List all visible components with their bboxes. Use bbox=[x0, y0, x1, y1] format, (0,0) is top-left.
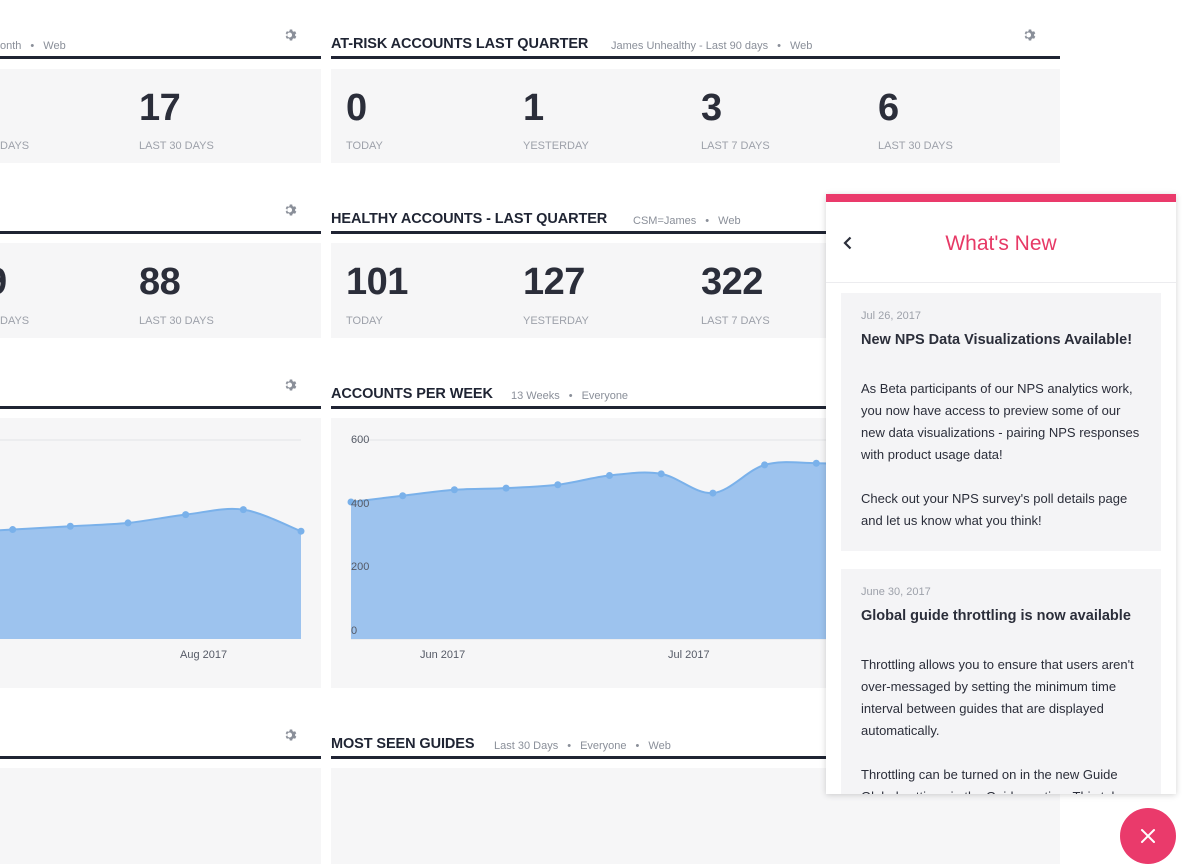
area-fill bbox=[351, 462, 868, 639]
widget-header bbox=[0, 195, 321, 234]
data-point bbox=[502, 484, 510, 492]
widget-meta: James Unhealthy - Last 90 days • Web bbox=[611, 40, 813, 52]
whats-new-panel: What's New Jul 26, 2017 New NPS Data Vis… bbox=[826, 194, 1176, 794]
left-widget-bottom bbox=[0, 720, 321, 864]
data-point bbox=[9, 526, 17, 534]
widget-header: onth • Web bbox=[0, 20, 321, 59]
news-title: Global guide throttling is now available bbox=[861, 608, 1131, 624]
stat-value: 101 bbox=[346, 261, 408, 303]
data-point bbox=[761, 461, 769, 469]
data-point bbox=[554, 481, 562, 489]
stat-value: 17 bbox=[139, 87, 181, 129]
widget-header bbox=[0, 720, 321, 759]
widget-header: MOST SEEN GUIDES Last 30 Days • Everyone • W… bbox=[331, 720, 1060, 759]
news-date: June 30, 2017 bbox=[861, 586, 931, 598]
data-point bbox=[297, 527, 305, 535]
stat-label: DAYS bbox=[0, 315, 30, 327]
gear-icon[interactable] bbox=[284, 28, 298, 42]
stat-value: 9 bbox=[0, 261, 7, 304]
widget-body bbox=[0, 768, 321, 864]
stat-value: 6 bbox=[878, 87, 899, 129]
stat-label: TODAY bbox=[346, 315, 383, 327]
widget-title: ACCOUNTS PER WEEK bbox=[331, 386, 493, 402]
widget-title: MOST SEEN GUIDES bbox=[331, 736, 475, 752]
stat-value: 88 bbox=[139, 261, 181, 303]
stat-label: TODAY bbox=[346, 140, 383, 152]
widget-body: 9 DAYS 88 LAST 30 DAYS bbox=[0, 243, 321, 338]
data-point bbox=[450, 486, 458, 494]
widget-header bbox=[0, 370, 321, 409]
widget-body: DAYS 17 LAST 30 DAYS bbox=[0, 69, 321, 163]
stat-value: 1 bbox=[523, 87, 544, 129]
data-point bbox=[66, 522, 74, 530]
close-button[interactable] bbox=[1120, 808, 1176, 864]
widget-body: Aug 2017 bbox=[0, 418, 321, 688]
stat-label: DAYS bbox=[0, 140, 30, 152]
widget-meta: onth • Web bbox=[0, 40, 66, 52]
data-point bbox=[182, 511, 190, 519]
data-point bbox=[347, 498, 355, 506]
at-risk-widget: AT-RISK ACCOUNTS LAST QUARTER James Unhe… bbox=[331, 20, 1060, 163]
widget-title: HEALTHY ACCOUNTS - LAST QUARTER bbox=[331, 211, 608, 227]
panel-header: What's New bbox=[826, 202, 1176, 283]
stat-label: LAST 30 DAYS bbox=[139, 140, 214, 152]
chevron-left-icon[interactable] bbox=[840, 235, 856, 251]
y-tick-label: 400 bbox=[351, 498, 370, 510]
news-card[interactable]: June 30, 2017 Global guide throttling is… bbox=[841, 569, 1161, 794]
y-tick-label: 200 bbox=[351, 561, 370, 573]
stat-value: 322 bbox=[701, 261, 763, 303]
y-tick-label: 600 bbox=[351, 434, 370, 446]
gear-icon[interactable] bbox=[1023, 28, 1037, 42]
news-body: Throttling allows you to ensure that use… bbox=[861, 654, 1146, 794]
stat-value: 3 bbox=[701, 87, 722, 129]
data-point bbox=[399, 492, 407, 500]
news-paragraph: Check out your NPS survey's poll details… bbox=[861, 491, 1128, 528]
widget-meta: 13 Weeks • Everyone bbox=[511, 390, 629, 402]
y-tick-label: 0 bbox=[351, 625, 358, 637]
close-icon bbox=[1141, 829, 1155, 843]
gear-icon[interactable] bbox=[284, 378, 298, 392]
stat-label: YESTERDAY bbox=[523, 140, 589, 152]
news-paragraph: Throttling allows you to ensure that use… bbox=[861, 657, 1134, 738]
x-axis-label: Aug 2017 bbox=[180, 649, 228, 661]
gear-icon[interactable] bbox=[284, 203, 298, 217]
left-widget-mid: 9 DAYS 88 LAST 30 DAYS bbox=[0, 195, 321, 338]
news-title: New NPS Data Visualizations Available! bbox=[861, 332, 1133, 348]
news-paragraph: As Beta participants of our NPS analytic… bbox=[861, 381, 1140, 462]
news-paragraph: Throttling can be turned on in the new G… bbox=[861, 767, 1132, 794]
widget-title: AT-RISK ACCOUNTS LAST QUARTER bbox=[331, 36, 589, 52]
news-card[interactable]: Jul 26, 2017 New NPS Data Visualizations… bbox=[841, 293, 1161, 551]
left-widget-chart: Aug 2017 bbox=[0, 370, 321, 688]
stat-label: YESTERDAY bbox=[523, 315, 589, 327]
data-point bbox=[709, 489, 717, 497]
area-fill bbox=[0, 508, 301, 639]
left-widget-top: onth • Web DAYS 17 LAST 30 DAYS bbox=[0, 20, 321, 163]
stat-label: LAST 30 DAYS bbox=[139, 315, 214, 327]
widget-meta: CSM=James • Web bbox=[633, 215, 741, 227]
stat-value: 127 bbox=[523, 261, 585, 303]
widget-header: AT-RISK ACCOUNTS LAST QUARTER James Unhe… bbox=[331, 20, 1060, 59]
stat-label: LAST 7 DAYS bbox=[701, 315, 770, 327]
x-tick-label: Jul 2017 bbox=[668, 649, 710, 661]
stat-label: LAST 7 DAYS bbox=[701, 140, 770, 152]
panel-accent-bar bbox=[826, 194, 1176, 202]
stat-value: 0 bbox=[346, 87, 367, 129]
widget-body: 0 TODAY 1 YESTERDAY 3 LAST 7 DAYS 6 LAST… bbox=[331, 69, 1060, 163]
news-body: As Beta participants of our NPS analytic… bbox=[861, 378, 1146, 554]
left-area-chart bbox=[0, 439, 305, 639]
gear-icon[interactable] bbox=[284, 728, 298, 742]
data-point bbox=[239, 506, 247, 514]
widget-header: ACCOUNTS PER WEEK 13 Weeks • Everyone bbox=[331, 370, 1060, 409]
widget-meta: Last 30 Days • Everyone • Web bbox=[494, 740, 671, 752]
data-point bbox=[657, 470, 665, 478]
data-point bbox=[606, 471, 613, 479]
stat-label: LAST 30 DAYS bbox=[878, 140, 953, 152]
data-point bbox=[124, 519, 132, 527]
x-tick-label: Jun 2017 bbox=[420, 649, 466, 661]
panel-title: What's New bbox=[945, 232, 1057, 255]
data-point bbox=[812, 459, 820, 467]
widget-header: HEALTHY ACCOUNTS - LAST QUARTER CSM=Jame… bbox=[331, 195, 1060, 234]
news-date: Jul 26, 2017 bbox=[861, 310, 921, 322]
